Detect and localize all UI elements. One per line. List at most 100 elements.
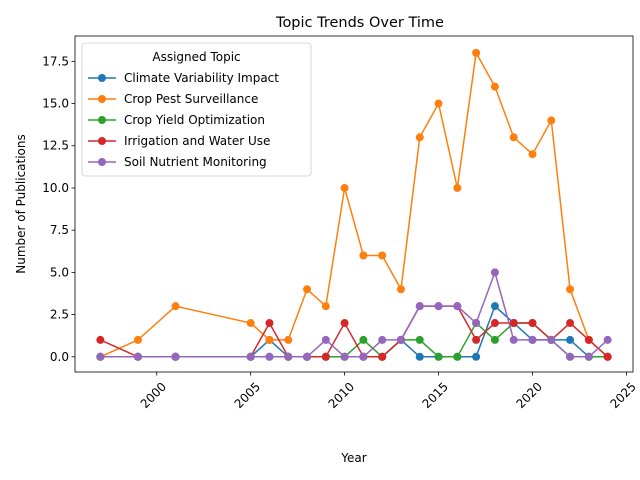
- data-point: [359, 251, 368, 260]
- data-point: [415, 352, 424, 361]
- data-point: [96, 352, 105, 361]
- x-axis-ticks: 2000 2005 2010 2015 2020 2025: [138, 372, 639, 411]
- data-point: [321, 352, 330, 361]
- data-point: [171, 302, 180, 311]
- legend-label: Irrigation and Water Use: [124, 134, 270, 148]
- data-point: [246, 352, 255, 361]
- data-point: [133, 335, 142, 344]
- y-tick-label: 2.5: [50, 308, 69, 322]
- legend-marker: [98, 95, 106, 103]
- data-point: [284, 352, 293, 361]
- data-point: [359, 335, 368, 344]
- data-point: [396, 285, 405, 294]
- data-point: [547, 335, 556, 344]
- data-point: [472, 335, 481, 344]
- data-point: [246, 319, 255, 328]
- legend-label: Soil Nutrient Monitoring: [124, 155, 267, 169]
- data-point: [490, 268, 499, 277]
- data-point: [453, 183, 462, 192]
- data-point: [133, 352, 142, 361]
- legend-marker: [98, 137, 106, 145]
- x-tick-label: 2010: [326, 380, 357, 411]
- data-point: [340, 319, 349, 328]
- plot-frame: [74, 35, 634, 373]
- y-tick-label: 15.0: [42, 97, 69, 111]
- y-tick-label: 12.5: [42, 139, 69, 153]
- x-axis-label: Year: [340, 451, 366, 465]
- data-point: [453, 352, 462, 361]
- data-point: [528, 335, 537, 344]
- data-point: [415, 133, 424, 142]
- x-tick-label: 2020: [513, 380, 544, 411]
- data-point: [509, 319, 518, 328]
- data-point: [378, 352, 387, 361]
- data-point: [490, 319, 499, 328]
- legend-label: Crop Yield Optimization: [124, 113, 265, 127]
- x-tick-label: 2005: [232, 380, 263, 411]
- data-point: [566, 352, 575, 361]
- data-point: [566, 319, 575, 328]
- legend-marker: [98, 116, 106, 124]
- legend: Assigned Topic Climate Variability Impac…: [81, 42, 312, 177]
- data-point: [490, 302, 499, 311]
- y-axis-label: Number of Publications: [14, 134, 28, 274]
- data-point: [284, 335, 293, 344]
- data-point: [96, 335, 105, 344]
- y-tick-label: 0.0: [50, 350, 69, 364]
- legend-marker: [98, 158, 106, 166]
- series-layer: [96, 48, 612, 361]
- data-point: [547, 116, 556, 125]
- y-tick-label: 17.5: [42, 54, 69, 68]
- legend-frame: [81, 42, 312, 177]
- data-point: [265, 319, 274, 328]
- data-point: [434, 352, 443, 361]
- data-point: [603, 335, 612, 344]
- data-point: [415, 302, 424, 311]
- data-point: [584, 352, 593, 361]
- data-point: [472, 48, 481, 57]
- data-point: [434, 302, 443, 311]
- legend-label: Climate Variability Impact: [124, 71, 279, 85]
- data-point: [528, 319, 537, 328]
- data-point: [472, 319, 481, 328]
- data-point: [584, 335, 593, 344]
- legend-marker: [98, 74, 106, 82]
- legend-label: Crop Pest Surveillance: [124, 92, 258, 106]
- data-point: [603, 352, 612, 361]
- data-point: [434, 99, 443, 108]
- legend-title: Assigned Topic: [152, 50, 240, 64]
- data-point: [321, 335, 330, 344]
- y-tick-label: 5.0: [50, 265, 69, 279]
- data-point: [359, 352, 368, 361]
- data-point: [472, 352, 481, 361]
- data-point: [340, 183, 349, 192]
- data-point: [528, 150, 537, 159]
- data-point: [303, 352, 312, 361]
- data-point: [171, 352, 180, 361]
- data-point: [321, 302, 330, 311]
- data-point: [265, 335, 274, 344]
- data-point: [453, 302, 462, 311]
- y-tick-label: 10.0: [42, 181, 69, 195]
- x-tick-label: 2015: [420, 380, 451, 411]
- data-point: [490, 335, 499, 344]
- x-tick-label: 2025: [607, 380, 638, 411]
- data-point: [566, 335, 575, 344]
- data-point: [509, 335, 518, 344]
- legend-items: Climate Variability Impact Crop Pest Surv…: [88, 71, 279, 169]
- data-point: [415, 335, 424, 344]
- data-point: [396, 335, 405, 344]
- data-point: [378, 335, 387, 344]
- chart-title: Topic Trends Over Time: [275, 15, 444, 31]
- data-point: [490, 82, 499, 91]
- data-point: [566, 285, 575, 294]
- y-tick-label: 7.5: [50, 223, 69, 237]
- data-point: [265, 352, 274, 361]
- data-point: [340, 352, 349, 361]
- y-axis-ticks: 0.0 2.5 5.0 7.5 10.0 12.5 15.0 17.5: [42, 54, 75, 364]
- data-point: [509, 133, 518, 142]
- data-point: [378, 251, 387, 260]
- x-tick-label: 2000: [138, 380, 169, 411]
- data-point: [303, 285, 312, 294]
